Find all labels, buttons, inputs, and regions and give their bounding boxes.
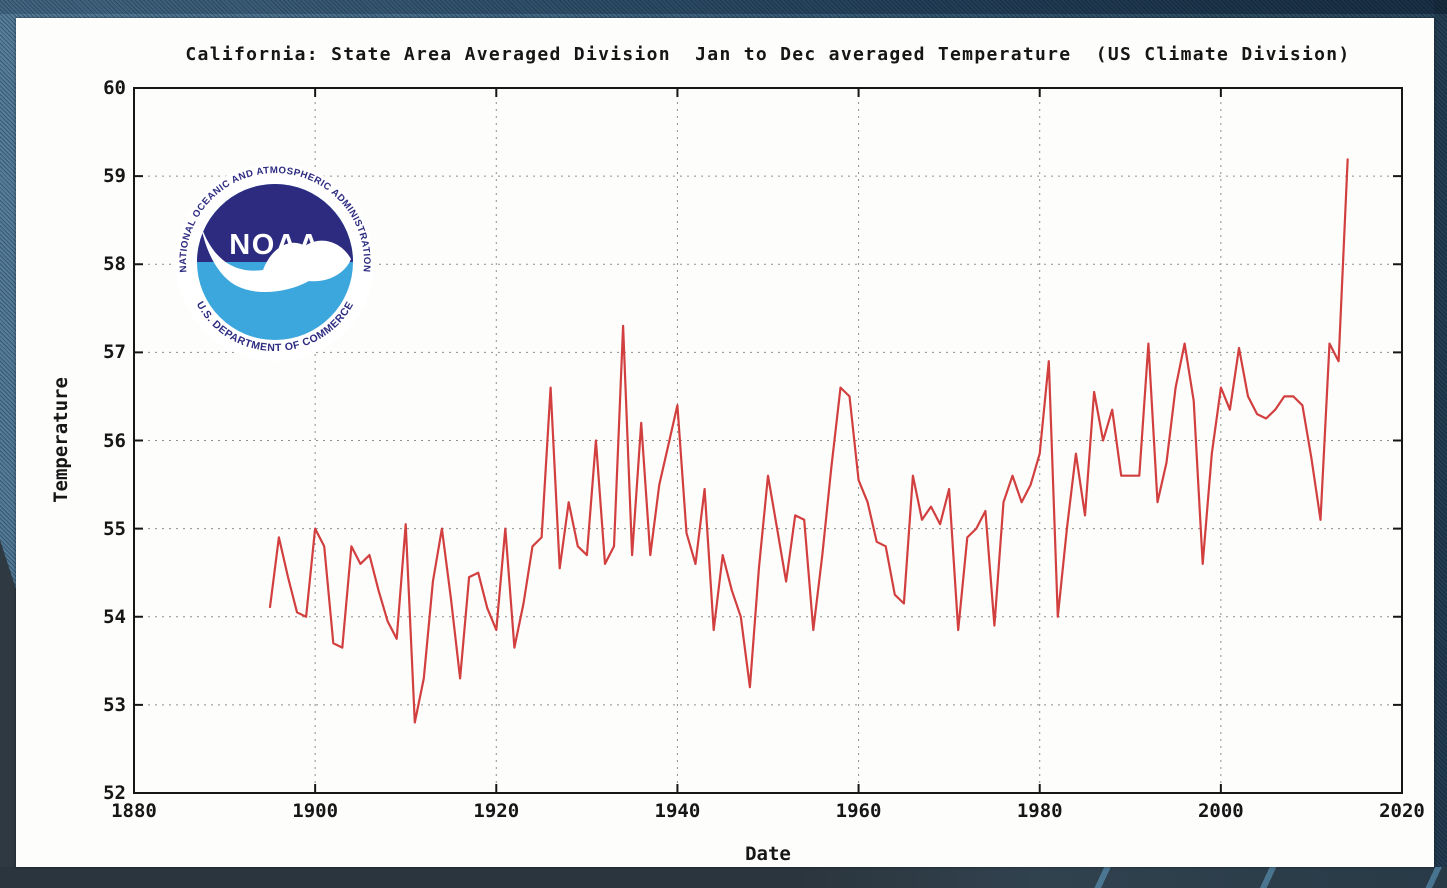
temperature-line bbox=[268, 158, 1349, 724]
wallpaper-bottom-streaks bbox=[1027, 867, 1447, 888]
wallpaper-left-dark-shape bbox=[0, 540, 16, 888]
logo-acronym: NOAA bbox=[229, 229, 320, 261]
wallpaper-top-band bbox=[0, 0, 1447, 14]
plot-area bbox=[133, 87, 1403, 794]
chart-image: California: State Area Averaged Division… bbox=[16, 18, 1434, 867]
wallpaper-right-band bbox=[1434, 0, 1447, 888]
wallpaper-bottom-band bbox=[0, 867, 1447, 888]
seagull-icon bbox=[201, 226, 351, 293]
x-axis-label: Date bbox=[745, 843, 791, 865]
chart-title: California: State Area Averaged Division… bbox=[185, 44, 1351, 65]
noaa-logo: NOAA NATIONAL OCEANIC AND ATMOSPHERIC AD… bbox=[176, 163, 374, 361]
